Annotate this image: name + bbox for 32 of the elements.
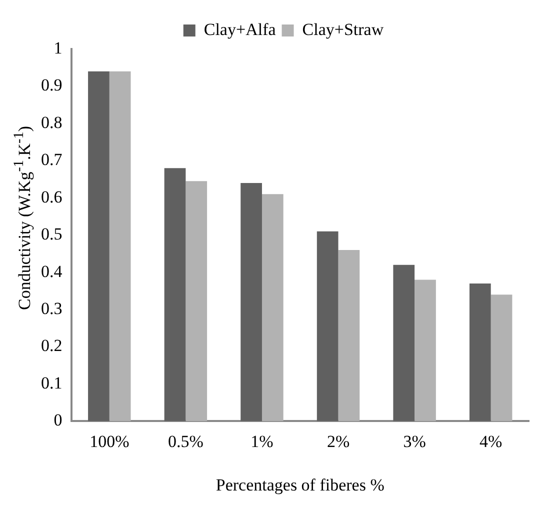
- legend-label: Clay+Straw: [302, 20, 384, 39]
- y-tick-label: 0.5: [41, 224, 62, 244]
- y-tick-label: 0.7: [41, 150, 63, 170]
- y-tick-label: 0.8: [41, 112, 62, 132]
- bar: [469, 283, 491, 422]
- x-tick-label: 4%: [480, 432, 502, 451]
- x-tick-label: 0.5%: [168, 432, 204, 451]
- bar: [393, 264, 415, 422]
- bar: [316, 231, 338, 422]
- y-tick-label: 0.6: [41, 187, 62, 206]
- y-tick-label: 0.3: [41, 299, 62, 318]
- x-tick-label: 3%: [403, 432, 426, 451]
- bar: [164, 168, 186, 422]
- x-tick-label: 2%: [326, 432, 350, 451]
- y-tick-label: 0.2: [41, 336, 62, 356]
- bar: [88, 71, 110, 422]
- bar: [490, 294, 512, 422]
- y-tick-label: 0: [54, 410, 62, 430]
- bar: [338, 250, 360, 422]
- bar: [414, 280, 436, 422]
- bar: [186, 181, 208, 422]
- y-tick-label: 0.9: [41, 76, 62, 95]
- bar: [240, 182, 262, 422]
- y-tick-label: 0.4: [41, 262, 63, 281]
- y-tick-label: 1: [54, 38, 62, 58]
- x-tick-label: 100%: [90, 432, 130, 451]
- bar: [109, 71, 131, 422]
- x-axis-title: Percentages of fiberes %: [216, 475, 384, 494]
- y-tick-label: 0.1: [41, 373, 62, 392]
- legend-label: Clay+Alfa: [204, 20, 276, 39]
- x-tick-label: 1%: [250, 432, 274, 451]
- bar: [262, 194, 284, 422]
